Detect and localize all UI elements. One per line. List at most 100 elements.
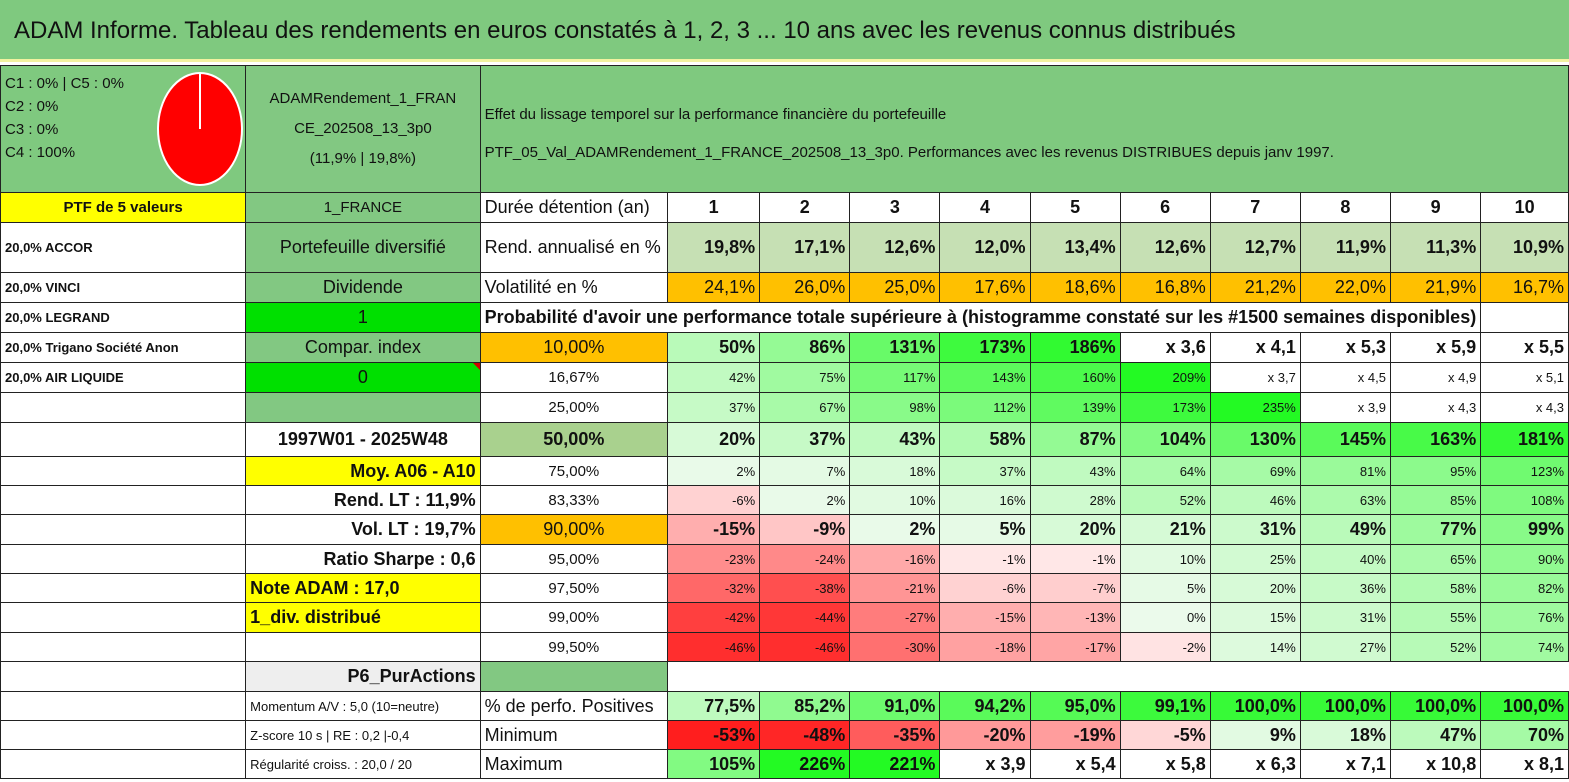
- quantile-value: 112%: [939, 392, 1031, 423]
- empty-cell: [0, 573, 247, 603]
- year-header: 4: [939, 192, 1031, 223]
- quantile-value: 63%: [1299, 485, 1391, 515]
- period-label: 1997W01 - 2025W48: [245, 422, 481, 457]
- quantile-value: x 3,7: [1209, 362, 1301, 393]
- vol-lt-label: Vol. LT : 19,7%: [245, 514, 481, 545]
- allocation-pie-chart: [157, 72, 243, 186]
- quantile-value: 55%: [1389, 602, 1482, 633]
- positives-value: 94,2%: [939, 691, 1031, 721]
- vol-value: 18,6%: [1029, 272, 1121, 303]
- quantile-value: -1%: [939, 544, 1031, 574]
- quantile-value: -38%: [759, 573, 851, 603]
- p6-label: P6_PurActions: [245, 661, 481, 692]
- quantile-label: 95,00%: [479, 544, 669, 574]
- empty-cell: [0, 749, 247, 779]
- table-row: Momentum A/V : 5,0 (10=neutre)% de perfo…: [0, 691, 1569, 721]
- quantile-label: 16,67%: [479, 362, 669, 393]
- table-row: Ratio Sharpe : 0,6 95,00% -23% -24% -16% -1% -…: [0, 544, 1569, 574]
- quantile-value: 37%: [939, 456, 1031, 486]
- empty-cell: [0, 661, 247, 692]
- quantile-value: 2%: [759, 485, 851, 515]
- rend-value: 13,4%: [1029, 222, 1121, 273]
- quantile-value: x 5,1: [1480, 362, 1569, 393]
- positives-value: 99,1%: [1119, 691, 1211, 721]
- quantile-value: 69%: [1209, 456, 1301, 486]
- momentum-label: Momentum A/V : 5,0 (10=neutre): [245, 691, 481, 721]
- quantile-value: x 4,5: [1299, 362, 1391, 393]
- table-row: P6_PurActions: [0, 661, 1569, 692]
- maximum-value: x 5,8: [1119, 749, 1211, 779]
- market-label: 1_FRANCE: [245, 192, 481, 223]
- quantile-value: 139%: [1029, 392, 1121, 423]
- quantile-value: -15%: [667, 514, 761, 545]
- year-header: 5: [1029, 192, 1121, 223]
- positives-value: 77,5%: [667, 691, 761, 721]
- quantile-value: 123%: [1480, 456, 1569, 486]
- table-row: 20,0% VINCI Dividende Volatilité en % 24,1%…: [0, 272, 1569, 303]
- positives-label: % de perfo. Positives: [479, 691, 669, 721]
- quantile-value: x 5,5: [1480, 332, 1569, 363]
- quantile-value: 145%: [1299, 422, 1391, 457]
- effect-line-1: Effet du lissage temporel sur la perform…: [484, 106, 947, 123]
- table-row: 99,50% -46% -46% -30% -18% -17% -2% 14% 27% 52% 74…: [0, 632, 1569, 662]
- quantile-value: -13%: [1029, 602, 1121, 633]
- quantile-value: 85%: [1389, 485, 1482, 515]
- quantile-value: -9%: [759, 514, 851, 545]
- quantile-value: -7%: [1029, 573, 1121, 603]
- empty-cell: [668, 662, 1569, 692]
- quantile-value: 25%: [1209, 544, 1301, 574]
- rend-value: 11,3%: [1389, 222, 1482, 273]
- quantile-label: 10,00%: [479, 332, 669, 363]
- table-row: 1_div. distribué 99,00% -42% -44% -27% -15% -1…: [0, 602, 1569, 633]
- quantile-value: 43%: [1029, 456, 1121, 486]
- rend-value: 19,8%: [667, 222, 761, 273]
- empty-cell: [0, 456, 247, 486]
- portfolio-name: ADAMRendement_1_FRAN CE_202508_13_3p0 (1…: [245, 65, 481, 193]
- quantile-value: 42%: [667, 362, 761, 393]
- empty-cell: [0, 632, 247, 662]
- minimum-value: -35%: [849, 720, 941, 750]
- quantile-value: x 4,3: [1480, 392, 1569, 423]
- composition-line: C2 : 0%: [5, 98, 59, 115]
- rend-value: 12,7%: [1209, 222, 1301, 273]
- minimum-value: -5%: [1119, 720, 1211, 750]
- quantile-value: 2%: [849, 514, 941, 545]
- regul-label: Régularité croiss. : 20,0 / 20: [245, 749, 481, 779]
- composition-line: C4 : 100%: [5, 144, 76, 161]
- duration-label: Durée détention (an): [479, 192, 669, 223]
- minimum-value: 9%: [1209, 720, 1301, 750]
- minimum-value: -48%: [759, 720, 851, 750]
- table-row: Régularité croiss. : 20,0 / 20 Maximum 105…: [0, 749, 1569, 779]
- quantile-value: 21%: [1119, 514, 1211, 545]
- empty-cell: [0, 392, 247, 423]
- quantile-value: 20%: [1209, 573, 1301, 603]
- probability-title: Probabilité d'avoir une performance tota…: [479, 302, 1482, 333]
- quantile-label: 50,00%: [479, 422, 669, 457]
- div-label: 1_div. distribué: [245, 602, 481, 633]
- portfolio-count: PTF de 5 valeurs: [0, 192, 247, 223]
- table-row: Z-score 10 s | RE : 0,2 |-0,4 Minimum -53%…: [0, 720, 1569, 750]
- quantile-value: 235%: [1209, 392, 1301, 423]
- quantile-value: 14%: [1209, 632, 1301, 662]
- quantile-label: 25,00%: [479, 392, 669, 423]
- table-row: 20,0% ACCOR Portefeuille diversifié Rend. …: [0, 222, 1569, 273]
- quantile-value: x 5,9: [1389, 332, 1482, 363]
- positives-value: 100,0%: [1299, 691, 1391, 721]
- note-label: Note ADAM : 17,0: [245, 573, 481, 603]
- empty-cell: [0, 514, 247, 545]
- quantile-value: 104%: [1119, 422, 1211, 457]
- quantile-value: 36%: [1299, 573, 1391, 603]
- quantile-label: 99,00%: [479, 602, 669, 633]
- quantile-value: 99%: [1480, 514, 1569, 545]
- flag-one: 1: [245, 302, 481, 333]
- quantile-value: x 4,3: [1389, 392, 1482, 423]
- maximum-value: 105%: [667, 749, 761, 779]
- quantile-value: -17%: [1029, 632, 1121, 662]
- portfolio-name-line: ADAMRendement_1_FRAN: [269, 90, 457, 107]
- empty-cell: [0, 720, 247, 750]
- quantile-value: 86%: [759, 332, 851, 363]
- quantile-value: 10%: [1119, 544, 1211, 574]
- empty-cell: [479, 661, 669, 692]
- quantile-value: 108%: [1480, 485, 1569, 515]
